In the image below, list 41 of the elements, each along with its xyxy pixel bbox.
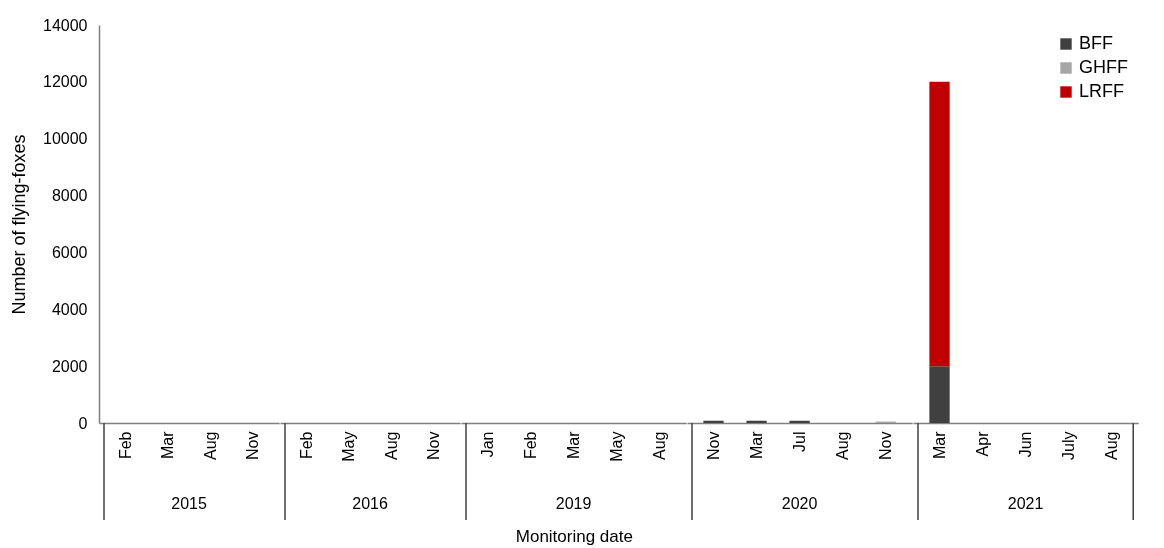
text: Monitoring date (515, 526, 633, 546)
x-tick-label: Jan (479, 431, 497, 458)
x-tick-label: Jul (791, 431, 809, 452)
x-tick-label: Nov (705, 431, 723, 460)
x-tick-label: Aug (382, 431, 400, 460)
x-tick-label: Mar (748, 430, 766, 460)
x-tick-label: July (1060, 431, 1078, 460)
y-tick-label: 0 (78, 414, 88, 432)
x-tick-label: Mar (931, 430, 949, 460)
y-axis-title: Number of flying-foxes (9, 134, 30, 315)
y-tick-label: 12000 (43, 73, 88, 91)
x-axis-title: 2020 (781, 495, 818, 512)
x-tick-label: Mar (159, 430, 177, 460)
legend-label: BFF (1079, 33, 1113, 53)
x-tick-label: Nov (425, 431, 443, 460)
y-tick-label: 2000 (51, 357, 88, 375)
x-tick-label: Jun (1017, 431, 1035, 458)
y-tick-label: 4000 (51, 300, 88, 318)
x-tick-label: Aug (834, 431, 852, 460)
legend-label: GHFF (1079, 57, 1128, 77)
x-tick-label: Feb (297, 431, 315, 460)
x-tick-label: Aug (651, 431, 669, 460)
x-axis-title: 2015 (171, 495, 207, 512)
y-tick-label: 10000 (43, 130, 88, 148)
y-tick-label: 6000 (51, 243, 88, 261)
x-tick-label: Aug (201, 431, 219, 460)
x-axis-title: 2019 (555, 495, 592, 512)
y-tick-label: 8000 (51, 187, 88, 205)
x-tick-label: Aug (1103, 431, 1121, 460)
x-tick-label: Nov (877, 431, 895, 460)
legend-label: LRFF (1079, 81, 1124, 101)
x-tick-label: Mar (565, 430, 583, 460)
x-axis-title: 2016 (352, 495, 388, 512)
x-tick-label: May (340, 431, 358, 462)
x-tick-label: Feb (116, 431, 134, 460)
x-tick-label: Nov (244, 431, 262, 460)
x-tick-label: May (608, 431, 626, 462)
x-tick-label: Feb (522, 431, 540, 460)
x-axis-title: 2021 (1007, 495, 1044, 512)
y-tick-label: 14000 (43, 16, 88, 34)
x-tick-label: Apr (974, 430, 992, 457)
